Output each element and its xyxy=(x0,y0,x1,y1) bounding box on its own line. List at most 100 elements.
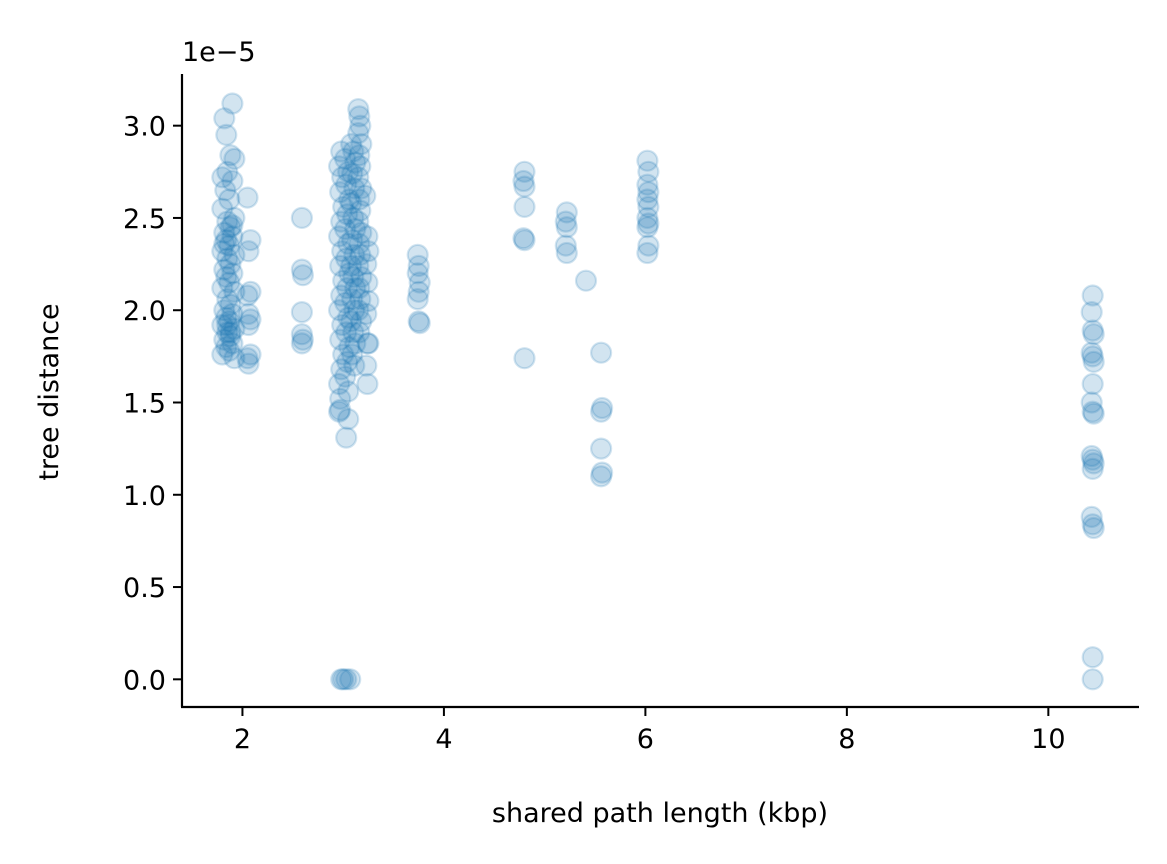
data-point-103 xyxy=(337,408,360,431)
data-point-14 xyxy=(213,221,236,244)
data-point-207 xyxy=(1081,372,1104,396)
y-tick-label: 0.0 xyxy=(123,665,166,696)
data-point-90 xyxy=(331,313,354,337)
data-point-169 xyxy=(408,312,431,335)
data-point-97 xyxy=(334,365,357,388)
data-point-120 xyxy=(340,310,363,333)
data-point-174 xyxy=(512,227,535,250)
data-point-133 xyxy=(350,177,373,200)
data-point-41 xyxy=(218,339,241,362)
data-point-121 xyxy=(342,321,365,344)
data-point-85 xyxy=(336,277,359,300)
data-point-118 xyxy=(341,288,364,311)
data-point-208 xyxy=(1080,391,1103,414)
data-point-19 xyxy=(223,243,246,266)
data-point-43 xyxy=(223,347,246,370)
data-point-70 xyxy=(331,166,354,189)
data-point-44 xyxy=(216,313,239,337)
data-point-100 xyxy=(329,387,352,410)
data-point-27 xyxy=(223,280,246,303)
data-point-177 xyxy=(555,201,578,224)
data-point-139 xyxy=(349,243,372,266)
data-point-195 xyxy=(636,206,659,229)
data-point-17 xyxy=(218,234,241,257)
data-point-2 xyxy=(221,92,244,115)
data-point-54 xyxy=(239,308,262,331)
data-point-72 xyxy=(329,181,352,204)
data-point-115 xyxy=(340,254,363,277)
data-point-114 xyxy=(343,243,366,266)
data-point-65 xyxy=(290,332,313,355)
data-point-137 xyxy=(350,221,373,244)
ticks-layer: 2 4 6 8 10 0.0 0.5 1.0 1.5 2.0 2.5 3.0 xyxy=(123,112,1065,755)
data-point-82 xyxy=(329,254,352,277)
data-point-60 xyxy=(290,258,313,281)
data-point-87 xyxy=(334,291,357,314)
data-point-201 xyxy=(1080,301,1103,324)
data-point-104 xyxy=(335,426,358,449)
data-point-47 xyxy=(221,214,244,237)
data-point-109 xyxy=(343,177,366,200)
data-point-162 xyxy=(406,243,429,266)
data-point-150 xyxy=(355,253,378,276)
data-point-0 xyxy=(213,107,236,130)
x-tick-label: 4 xyxy=(435,724,452,755)
data-point-23 xyxy=(221,262,244,285)
data-point-136 xyxy=(347,210,370,233)
data-point-116 xyxy=(342,265,365,289)
data-point-102 xyxy=(328,400,351,423)
data-point-73 xyxy=(338,188,361,211)
data-point-69 xyxy=(337,160,360,183)
data-point-132 xyxy=(347,166,370,189)
data-point-15 xyxy=(221,225,244,248)
data-point-36 xyxy=(216,321,239,344)
data-point-143 xyxy=(349,288,372,311)
data-point-153 xyxy=(355,302,378,325)
data-point-152 xyxy=(357,289,380,313)
data-point-165 xyxy=(408,271,431,294)
data-point-46 xyxy=(213,232,236,255)
data-point-164 xyxy=(406,262,429,285)
y-tick-label: 2.5 xyxy=(123,204,166,235)
data-point-108 xyxy=(341,162,364,185)
data-point-21 xyxy=(219,253,242,276)
data-point-91 xyxy=(335,321,358,344)
data-point-13 xyxy=(219,216,242,239)
data-point-219 xyxy=(1081,668,1104,691)
data-point-206 xyxy=(1082,350,1105,373)
data-point-197 xyxy=(636,216,659,239)
data-point-33 xyxy=(218,310,241,333)
data-point-20 xyxy=(216,247,239,270)
data-point-37 xyxy=(219,325,242,348)
data-point-66 xyxy=(330,140,353,163)
data-point-170 xyxy=(513,160,536,183)
data-point-71 xyxy=(335,173,358,196)
data-point-119 xyxy=(343,299,366,322)
data-point-192 xyxy=(637,181,660,204)
x-tick-label: 2 xyxy=(234,724,251,755)
data-point-101 xyxy=(329,398,352,421)
data-point-122 xyxy=(344,332,367,355)
points-layer xyxy=(211,92,1105,691)
data-point-211 xyxy=(1080,444,1103,468)
data-point-214 xyxy=(1081,457,1104,480)
data-point-141 xyxy=(350,265,373,289)
data-point-16 xyxy=(215,229,238,252)
data-point-166 xyxy=(407,280,430,303)
data-point-190 xyxy=(637,160,660,183)
data-point-86 xyxy=(330,284,353,307)
data-point-203 xyxy=(1082,323,1105,346)
data-point-35 xyxy=(223,317,246,340)
data-point-50 xyxy=(237,240,260,263)
data-point-130 xyxy=(348,144,371,167)
data-point-140 xyxy=(347,254,370,277)
data-point-138 xyxy=(348,232,371,255)
data-point-216 xyxy=(1081,513,1104,536)
data-point-146 xyxy=(348,321,371,344)
data-point-181 xyxy=(555,241,578,265)
data-point-64 xyxy=(291,328,314,351)
data-point-4 xyxy=(223,147,246,170)
data-point-31 xyxy=(221,302,244,325)
data-point-161 xyxy=(339,668,362,691)
